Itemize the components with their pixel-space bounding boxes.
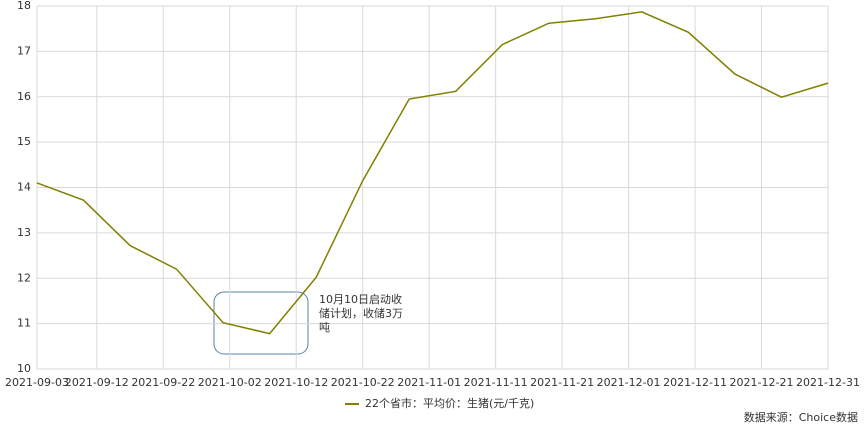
x-tick-label: 2021-12-11	[663, 376, 727, 389]
annotation-text: 吨	[319, 321, 330, 334]
y-tick-label: 10	[17, 362, 31, 375]
x-tick-label: 2021-12-21	[730, 376, 794, 389]
x-tick-label: 2021-10-02	[198, 376, 262, 389]
annotation-text: 储计划，收储3万	[319, 306, 403, 320]
y-tick-label: 11	[17, 317, 31, 330]
y-tick-label: 18	[17, 0, 31, 12]
x-tick-label: 2021-09-03	[5, 376, 69, 389]
legend-label: 22个省市：平均价：生猪(元/千克)	[365, 396, 534, 410]
annotation-text: 10月10日启动收	[319, 292, 402, 306]
x-tick-label: 2021-09-22	[131, 376, 195, 389]
x-tick-label: 2021-09-12	[65, 376, 129, 389]
x-tick-label: 2021-12-31	[796, 376, 860, 389]
x-tick-label: 2021-11-01	[397, 376, 461, 389]
y-tick-label: 14	[17, 181, 31, 194]
y-tick-label: 17	[17, 44, 31, 57]
source: 数据来源：Choice数据	[744, 410, 858, 424]
y-tick-label: 15	[17, 135, 31, 148]
y-tick-label: 13	[17, 226, 31, 239]
y-tick-label: 12	[17, 271, 31, 284]
y-tick-label: 16	[17, 90, 31, 103]
x-tick-label: 2021-12-01	[597, 376, 661, 389]
x-tick-label: 2021-10-12	[264, 376, 328, 389]
x-tick-label: 2021-11-11	[464, 376, 528, 389]
x-tick-label: 2021-11-21	[530, 376, 594, 389]
annotation-box	[213, 291, 309, 355]
x-tick-label: 2021-10-22	[331, 376, 395, 389]
series-line	[36, 11, 829, 335]
